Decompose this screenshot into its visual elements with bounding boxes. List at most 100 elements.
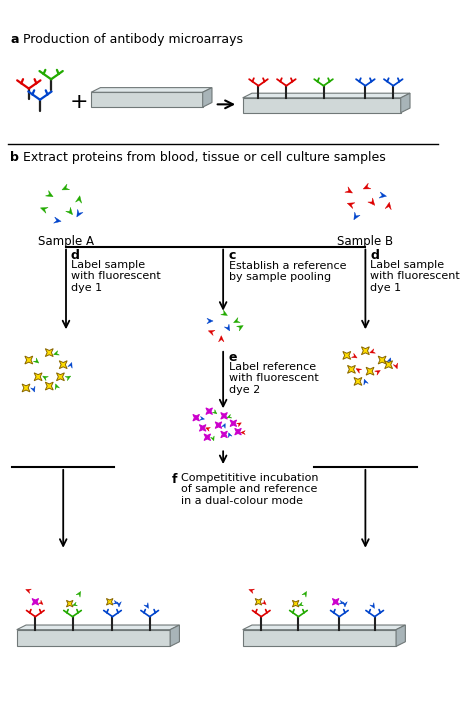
Polygon shape bbox=[34, 373, 42, 381]
Polygon shape bbox=[234, 317, 240, 322]
Polygon shape bbox=[370, 349, 375, 353]
Polygon shape bbox=[117, 602, 121, 607]
Polygon shape bbox=[347, 203, 355, 208]
Polygon shape bbox=[56, 373, 64, 381]
Polygon shape bbox=[235, 428, 241, 435]
Polygon shape bbox=[170, 625, 180, 647]
Polygon shape bbox=[208, 330, 215, 335]
Polygon shape bbox=[219, 336, 224, 342]
Polygon shape bbox=[200, 417, 204, 420]
Polygon shape bbox=[210, 436, 214, 441]
Polygon shape bbox=[73, 602, 77, 606]
Polygon shape bbox=[25, 356, 33, 364]
Polygon shape bbox=[237, 326, 243, 331]
Polygon shape bbox=[347, 366, 356, 373]
Polygon shape bbox=[385, 360, 392, 368]
Polygon shape bbox=[206, 428, 210, 431]
Polygon shape bbox=[362, 347, 369, 355]
Polygon shape bbox=[40, 208, 48, 213]
Polygon shape bbox=[77, 209, 83, 217]
Polygon shape bbox=[354, 378, 362, 385]
Polygon shape bbox=[396, 625, 405, 647]
Polygon shape bbox=[302, 591, 307, 597]
Polygon shape bbox=[91, 88, 212, 92]
Polygon shape bbox=[343, 351, 351, 359]
Text: a: a bbox=[10, 32, 18, 45]
Polygon shape bbox=[107, 598, 113, 605]
Polygon shape bbox=[22, 384, 30, 392]
Text: b: b bbox=[10, 151, 19, 164]
Polygon shape bbox=[374, 371, 380, 375]
Polygon shape bbox=[33, 358, 39, 363]
Polygon shape bbox=[393, 363, 398, 368]
Text: Establish a reference
by sample pooling: Establish a reference by sample pooling bbox=[229, 260, 346, 282]
Text: e: e bbox=[229, 350, 237, 363]
Polygon shape bbox=[200, 425, 206, 431]
Polygon shape bbox=[206, 408, 212, 415]
Text: +: + bbox=[70, 92, 88, 112]
Polygon shape bbox=[379, 192, 386, 198]
Polygon shape bbox=[332, 598, 339, 605]
Polygon shape bbox=[193, 415, 200, 421]
Polygon shape bbox=[243, 93, 410, 98]
Polygon shape bbox=[221, 310, 228, 316]
Text: Sample B: Sample B bbox=[337, 234, 393, 247]
Polygon shape bbox=[255, 598, 262, 605]
Polygon shape bbox=[221, 412, 228, 419]
Polygon shape bbox=[31, 386, 35, 392]
Polygon shape bbox=[339, 601, 344, 604]
Text: c: c bbox=[229, 249, 236, 262]
Polygon shape bbox=[113, 601, 118, 604]
Polygon shape bbox=[243, 625, 405, 629]
Text: d: d bbox=[71, 249, 80, 262]
Polygon shape bbox=[212, 410, 217, 414]
Polygon shape bbox=[91, 92, 203, 107]
Text: d: d bbox=[370, 249, 379, 262]
Polygon shape bbox=[46, 382, 53, 390]
Text: Competititive incubation
of sample and reference
in a dual-colour mode: Competititive incubation of sample and r… bbox=[181, 472, 319, 505]
Polygon shape bbox=[43, 376, 48, 381]
Polygon shape bbox=[243, 629, 396, 647]
Polygon shape bbox=[228, 433, 232, 438]
Polygon shape bbox=[65, 376, 71, 381]
Polygon shape bbox=[46, 190, 53, 197]
Polygon shape bbox=[54, 350, 59, 355]
Polygon shape bbox=[32, 598, 38, 605]
Text: f: f bbox=[172, 472, 177, 485]
Polygon shape bbox=[227, 415, 232, 418]
Text: Sample A: Sample A bbox=[38, 234, 94, 247]
Polygon shape bbox=[299, 602, 303, 606]
Polygon shape bbox=[17, 625, 180, 629]
Polygon shape bbox=[241, 430, 245, 435]
Polygon shape bbox=[59, 360, 67, 368]
Polygon shape bbox=[54, 217, 61, 224]
Polygon shape bbox=[292, 601, 299, 607]
Polygon shape bbox=[144, 603, 148, 609]
Polygon shape bbox=[222, 423, 225, 428]
Polygon shape bbox=[343, 602, 347, 607]
Polygon shape bbox=[62, 184, 70, 190]
Polygon shape bbox=[55, 384, 60, 389]
Polygon shape bbox=[203, 88, 212, 107]
Polygon shape bbox=[237, 423, 241, 427]
Polygon shape bbox=[366, 367, 374, 375]
Polygon shape bbox=[345, 187, 353, 193]
Polygon shape bbox=[26, 589, 31, 593]
Polygon shape bbox=[75, 195, 82, 203]
Polygon shape bbox=[262, 600, 266, 604]
Polygon shape bbox=[387, 358, 391, 363]
Polygon shape bbox=[378, 356, 386, 364]
Polygon shape bbox=[66, 601, 73, 607]
Text: Label sample
with fluorescent
dye 1: Label sample with fluorescent dye 1 bbox=[71, 260, 160, 293]
Polygon shape bbox=[38, 600, 43, 604]
Polygon shape bbox=[17, 629, 170, 647]
Polygon shape bbox=[221, 431, 228, 438]
Text: Production of antibody microarrays: Production of antibody microarrays bbox=[23, 32, 243, 45]
Polygon shape bbox=[215, 422, 222, 428]
Text: Label sample
with fluorescent
dye 1: Label sample with fluorescent dye 1 bbox=[370, 260, 460, 293]
Polygon shape bbox=[356, 368, 362, 373]
Polygon shape bbox=[224, 324, 230, 331]
Text: Extract proteins from blood, tissue or cell culture samples: Extract proteins from blood, tissue or c… bbox=[23, 151, 386, 164]
Polygon shape bbox=[351, 353, 357, 358]
Polygon shape bbox=[370, 603, 374, 609]
